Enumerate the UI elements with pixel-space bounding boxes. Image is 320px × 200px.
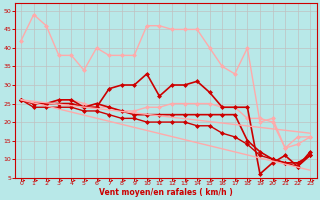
X-axis label: Vent moyen/en rafales ( km/h ): Vent moyen/en rafales ( km/h ) — [99, 188, 233, 197]
